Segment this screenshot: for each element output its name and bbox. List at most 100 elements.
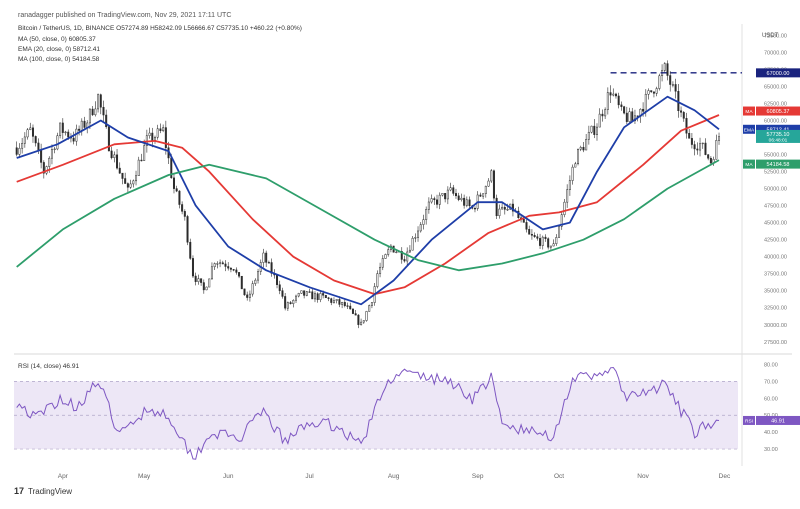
candle-down — [436, 199, 439, 205]
candle-down — [186, 216, 189, 243]
candle-down — [178, 190, 181, 205]
candle-down — [227, 266, 230, 269]
candle-down — [191, 258, 194, 277]
candle-up — [300, 290, 303, 294]
candle-up — [414, 237, 417, 239]
candle-down — [707, 154, 710, 159]
candle-down — [682, 112, 685, 119]
date-tick-label: Aug — [388, 473, 400, 480]
candle-down — [343, 302, 346, 306]
candle-up — [598, 113, 601, 128]
rsi-value-label: 46.91 — [771, 418, 785, 424]
candle-down — [110, 150, 113, 158]
date-tick-label: Apr — [58, 473, 69, 480]
candle-up — [438, 194, 441, 205]
candle-down — [61, 122, 64, 133]
candle-down — [709, 158, 712, 164]
level-price-label: 67000.00 — [767, 71, 790, 77]
candle-up — [644, 93, 647, 112]
tradingview-logo[interactable]: 17 TradingView — [14, 486, 72, 496]
legend-ma100[interactable]: MA (100, close, 0) 54184.58 — [18, 56, 100, 63]
candle-up — [305, 291, 308, 296]
date-tick-label: Jun — [223, 473, 234, 480]
candle-up — [490, 170, 493, 182]
candle-down — [346, 305, 349, 307]
level-price-box — [756, 68, 800, 78]
candle-down — [530, 234, 533, 236]
rsi-tick-label: 30.00 — [764, 447, 778, 453]
candle-up — [552, 243, 555, 247]
date-tick-label: Dec — [719, 473, 731, 480]
price-tick-label: 47500.00 — [764, 204, 787, 210]
candle-down — [547, 238, 550, 248]
symbol-line[interactable]: Bitcoin / TetherUS, 1D, BINANCE O57274.8… — [18, 25, 302, 32]
candle-up — [441, 193, 444, 196]
candle-up — [422, 219, 425, 225]
candle-up — [26, 129, 29, 138]
candle-up — [251, 283, 254, 295]
rsi-axis-tag-label: RSI — [745, 418, 753, 424]
indicator-value-box — [756, 106, 800, 116]
candle-up — [701, 142, 704, 145]
candle-down — [357, 314, 360, 325]
candle-up — [585, 138, 588, 151]
candle-down — [42, 162, 45, 174]
candle-down — [224, 263, 227, 267]
candle-down — [126, 183, 129, 188]
candle-up — [482, 193, 485, 197]
candle-up — [604, 109, 607, 117]
legend-ma50[interactable]: MA (50, close, 0) 60805.37 — [18, 36, 96, 43]
candle-up — [699, 143, 702, 151]
candle-up — [406, 251, 409, 262]
candles — [15, 60, 721, 329]
candle-up — [568, 180, 571, 190]
indicator-axis-tag — [743, 159, 755, 169]
candle-down — [642, 108, 645, 112]
candle-down — [40, 149, 43, 163]
indicator-value-box — [756, 124, 800, 134]
candle-down — [265, 252, 268, 263]
candle-down — [121, 172, 124, 179]
legend-rsi[interactable]: RSI (14, close) 46.91 — [18, 363, 80, 370]
candle-up — [430, 198, 433, 203]
candle-up — [360, 321, 363, 325]
candle-up — [449, 187, 452, 191]
candle-up — [23, 136, 26, 144]
candle-up — [88, 108, 91, 124]
candle-up — [381, 258, 384, 268]
ma50-line — [16, 114, 720, 296]
rsi-value-box — [756, 415, 800, 425]
candle-up — [219, 262, 222, 264]
price-tick-label: 45000.00 — [764, 221, 787, 227]
candle-up — [59, 122, 62, 136]
candle-up — [465, 199, 468, 206]
candle-up — [417, 230, 420, 238]
candle-down — [189, 241, 192, 259]
candle-down — [433, 198, 436, 201]
candle-down — [243, 288, 246, 296]
candle-down — [511, 203, 514, 212]
indicator-axis-tag — [743, 106, 755, 116]
candle-up — [97, 94, 100, 110]
legend-ema20[interactable]: EMA (20, close, 0) 58712.41 — [18, 46, 101, 53]
candle-up — [50, 149, 53, 159]
rsi-tick-label: 70.00 — [764, 379, 778, 385]
candle-up — [156, 128, 159, 138]
date-tick-label: Nov — [637, 473, 649, 480]
candle-down — [674, 84, 677, 92]
candle-up — [205, 286, 208, 291]
candle-down — [34, 136, 37, 144]
candle-down — [124, 178, 127, 184]
ma100-line — [16, 159, 720, 272]
candle-down — [240, 275, 243, 290]
candle-down — [267, 262, 270, 264]
candle-down — [78, 128, 81, 131]
candle-down — [669, 75, 672, 85]
candle-down — [67, 131, 70, 138]
candle-down — [105, 114, 108, 128]
candle-down — [693, 144, 696, 150]
candle-down — [102, 106, 105, 116]
candle-down — [601, 113, 604, 117]
candle-down — [544, 236, 547, 239]
